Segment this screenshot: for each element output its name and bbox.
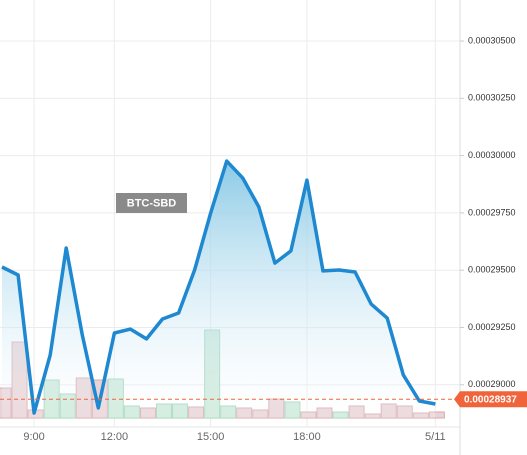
y-tick-label: 0.00029750 [468,207,516,217]
plot [0,159,460,418]
y-tick-label: 0.00030250 [468,93,516,103]
y-tick-label: 0.00029000 [468,379,516,389]
y-tick-label: 0.00030000 [468,150,516,160]
last-price-label: 0.00028937 [464,394,517,405]
price-line [1,159,436,415]
x-tick-label: 9:00 [23,431,44,443]
y-tick-label: 0.00030500 [468,35,516,45]
pair-label: BTC-SBD [127,197,177,209]
y-tick-label: 0.00029250 [468,322,516,332]
axis: 0.00029000 0.00029250 0.00029500 0.00029750… [23,35,527,443]
label-box [116,193,187,213]
last-price-tag [454,391,527,408]
y-tick-label: 0.00029500 [468,265,516,275]
x-tick-label: 5/11 [425,431,446,443]
x-tick-label: 15:00 [197,431,225,443]
price-area [2,161,436,418]
x-tick-label: 12:00 [101,431,129,443]
x-tick-label: 18:00 [293,431,321,443]
